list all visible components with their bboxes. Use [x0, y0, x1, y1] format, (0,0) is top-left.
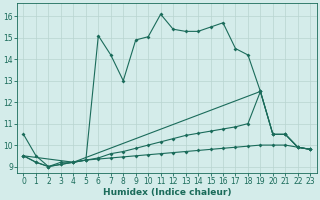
- X-axis label: Humidex (Indice chaleur): Humidex (Indice chaleur): [103, 188, 231, 197]
